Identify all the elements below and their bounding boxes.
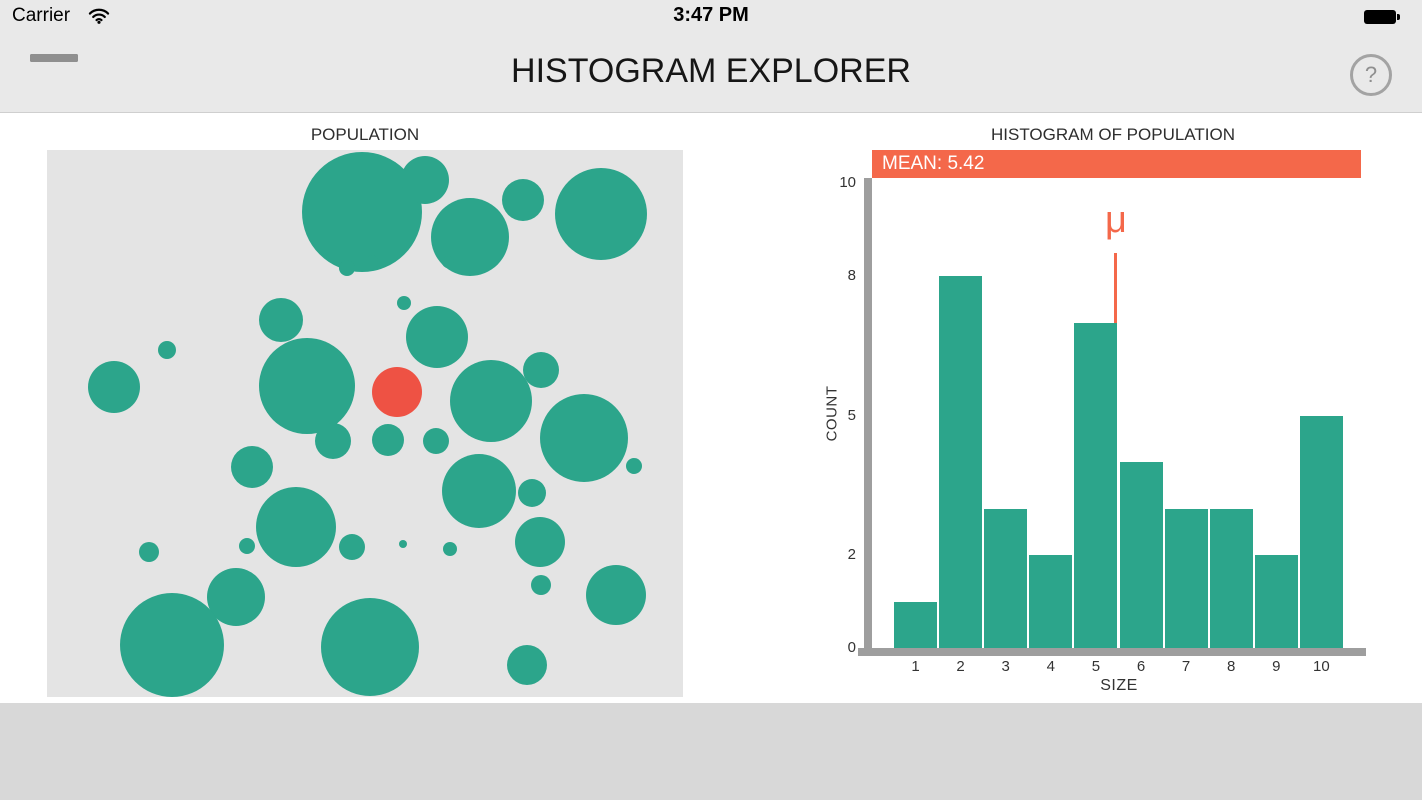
histogram-bar xyxy=(984,508,1028,648)
histogram-bar xyxy=(894,601,937,648)
population-circle[interactable] xyxy=(88,361,140,413)
population-circle[interactable] xyxy=(518,479,546,507)
bottom-panel xyxy=(0,703,1422,800)
population-circle[interactable] xyxy=(502,179,544,221)
population-circle[interactable] xyxy=(207,568,265,626)
x-tick-label: 7 xyxy=(1181,658,1191,675)
population-circle[interactable] xyxy=(442,454,516,528)
battery-icon xyxy=(1364,10,1400,24)
y-tick-label: 10 xyxy=(839,174,856,191)
x-tick-label: 5 xyxy=(1091,658,1101,675)
population-circle[interactable] xyxy=(540,394,628,482)
population-circle[interactable] xyxy=(443,542,457,556)
page-title: HISTOGRAM EXPLORER xyxy=(511,52,911,90)
histogram-bar xyxy=(1254,555,1298,648)
y-axis xyxy=(864,178,872,656)
population-circle[interactable] xyxy=(397,296,411,310)
population-circle[interactable] xyxy=(586,565,646,625)
x-tick-label: 9 xyxy=(1272,658,1281,675)
histogram-bar xyxy=(1029,555,1073,648)
population-circle[interactable] xyxy=(401,156,449,204)
population-circle-selected[interactable] xyxy=(372,367,422,417)
population-circle[interactable] xyxy=(239,538,255,554)
population-circle[interactable] xyxy=(366,255,378,267)
help-button[interactable]: ? xyxy=(1350,54,1392,96)
mean-readout: MEAN: 5.42 xyxy=(872,150,1361,178)
population-circle[interactable] xyxy=(423,428,449,454)
x-tick-label: 4 xyxy=(1046,658,1055,675)
histogram-bar xyxy=(939,276,983,648)
population-canvas[interactable] xyxy=(47,150,683,697)
x-tick-label: 1 xyxy=(911,658,920,675)
mu-symbol: μ xyxy=(1104,199,1127,241)
histogram-bar xyxy=(1164,508,1208,648)
histogram-bar xyxy=(1299,415,1343,648)
x-axis xyxy=(858,648,1366,656)
population-circle[interactable] xyxy=(531,575,551,595)
histogram-bar xyxy=(1119,462,1163,648)
population-circle[interactable] xyxy=(302,152,422,272)
x-tick-label: 8 xyxy=(1227,658,1236,675)
histogram-title: HISTOGRAM OF POPULATION xyxy=(990,125,1235,144)
x-tick-label: 3 xyxy=(1001,658,1010,675)
status-bar: Carrier 3:47 PM xyxy=(0,0,1422,34)
population-circle[interactable] xyxy=(315,423,351,459)
population-circle[interactable] xyxy=(339,260,355,276)
population-circle[interactable] xyxy=(442,256,454,268)
histogram-bar xyxy=(1074,322,1118,648)
population-circle[interactable] xyxy=(431,198,509,276)
y-tick-label: 8 xyxy=(847,267,856,284)
y-tick-label: 2 xyxy=(847,546,856,563)
population-circle[interactable] xyxy=(158,341,176,359)
y-tick-label: 0 xyxy=(847,639,856,656)
population-circle[interactable] xyxy=(321,598,419,696)
population-circle[interactable] xyxy=(372,424,404,456)
carrier-label: Carrier xyxy=(12,5,71,26)
population-circle[interactable] xyxy=(555,168,647,260)
population-circle[interactable] xyxy=(139,542,159,562)
population-title: POPULATION xyxy=(310,125,420,144)
population-circle[interactable] xyxy=(256,487,336,567)
population-circle[interactable] xyxy=(231,446,273,488)
menu-bar-icon xyxy=(30,54,78,62)
menu-button[interactable] xyxy=(30,54,78,94)
clock-label: 3:47 PM xyxy=(673,4,749,26)
population-circle[interactable] xyxy=(120,593,224,697)
histogram-plot: MEAN: 5.42 SIZE COUNT μ 1 2 3 4 5 6 7 8 9 10 0 2 5 8 1… xyxy=(0,113,1422,703)
x-tick-label: 6 xyxy=(1136,658,1146,675)
main-content: POPULATION HISTOGRAM OF POPULATION MEAN:… xyxy=(0,113,1422,703)
wifi-icon xyxy=(88,8,110,29)
population-circle[interactable] xyxy=(339,534,365,560)
x-axis-label: SIZE xyxy=(1100,677,1138,694)
population-circle[interactable] xyxy=(406,306,468,368)
population-circle[interactable] xyxy=(515,517,565,567)
y-tick-label: 5 xyxy=(847,406,856,424)
population-circle[interactable] xyxy=(523,352,559,388)
header: HISTOGRAM EXPLORER ? xyxy=(0,34,1422,113)
population-circle[interactable] xyxy=(507,645,547,685)
population-circle[interactable] xyxy=(259,298,303,342)
population-circle[interactable] xyxy=(399,540,407,548)
x-tick-label: 10 xyxy=(1313,658,1330,675)
population-circle[interactable] xyxy=(450,360,532,442)
population-circle[interactable] xyxy=(626,458,642,474)
histogram-bar xyxy=(1209,508,1253,648)
x-tick-label: 2 xyxy=(956,658,965,675)
population-circle[interactable] xyxy=(259,338,355,434)
